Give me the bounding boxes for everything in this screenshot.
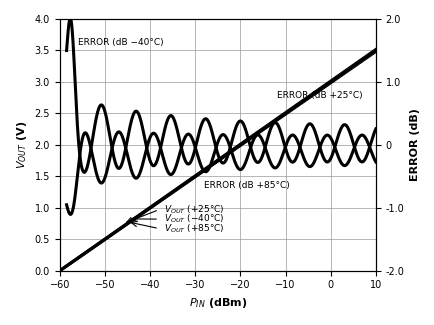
X-axis label: $P_{IN}$ (dBm): $P_{IN}$ (dBm) [188,296,247,310]
Text: $V_{OUT}$ (+25°C): $V_{OUT}$ (+25°C) [163,203,224,216]
Text: $V_{OUT}$ (−40°C): $V_{OUT}$ (−40°C) [163,213,224,225]
Text: ERROR (dB +25°C): ERROR (dB +25°C) [276,91,361,99]
Text: ERROR (dB +85°C): ERROR (dB +85°C) [204,181,289,190]
Y-axis label: $V_{OUT}$ (V): $V_{OUT}$ (V) [15,121,29,169]
Text: $V_{OUT}$ (+85°C): $V_{OUT}$ (+85°C) [163,222,224,235]
Text: ERROR (dB −40°C): ERROR (dB −40°C) [78,38,163,47]
Y-axis label: ERROR (dB): ERROR (dB) [409,109,419,181]
